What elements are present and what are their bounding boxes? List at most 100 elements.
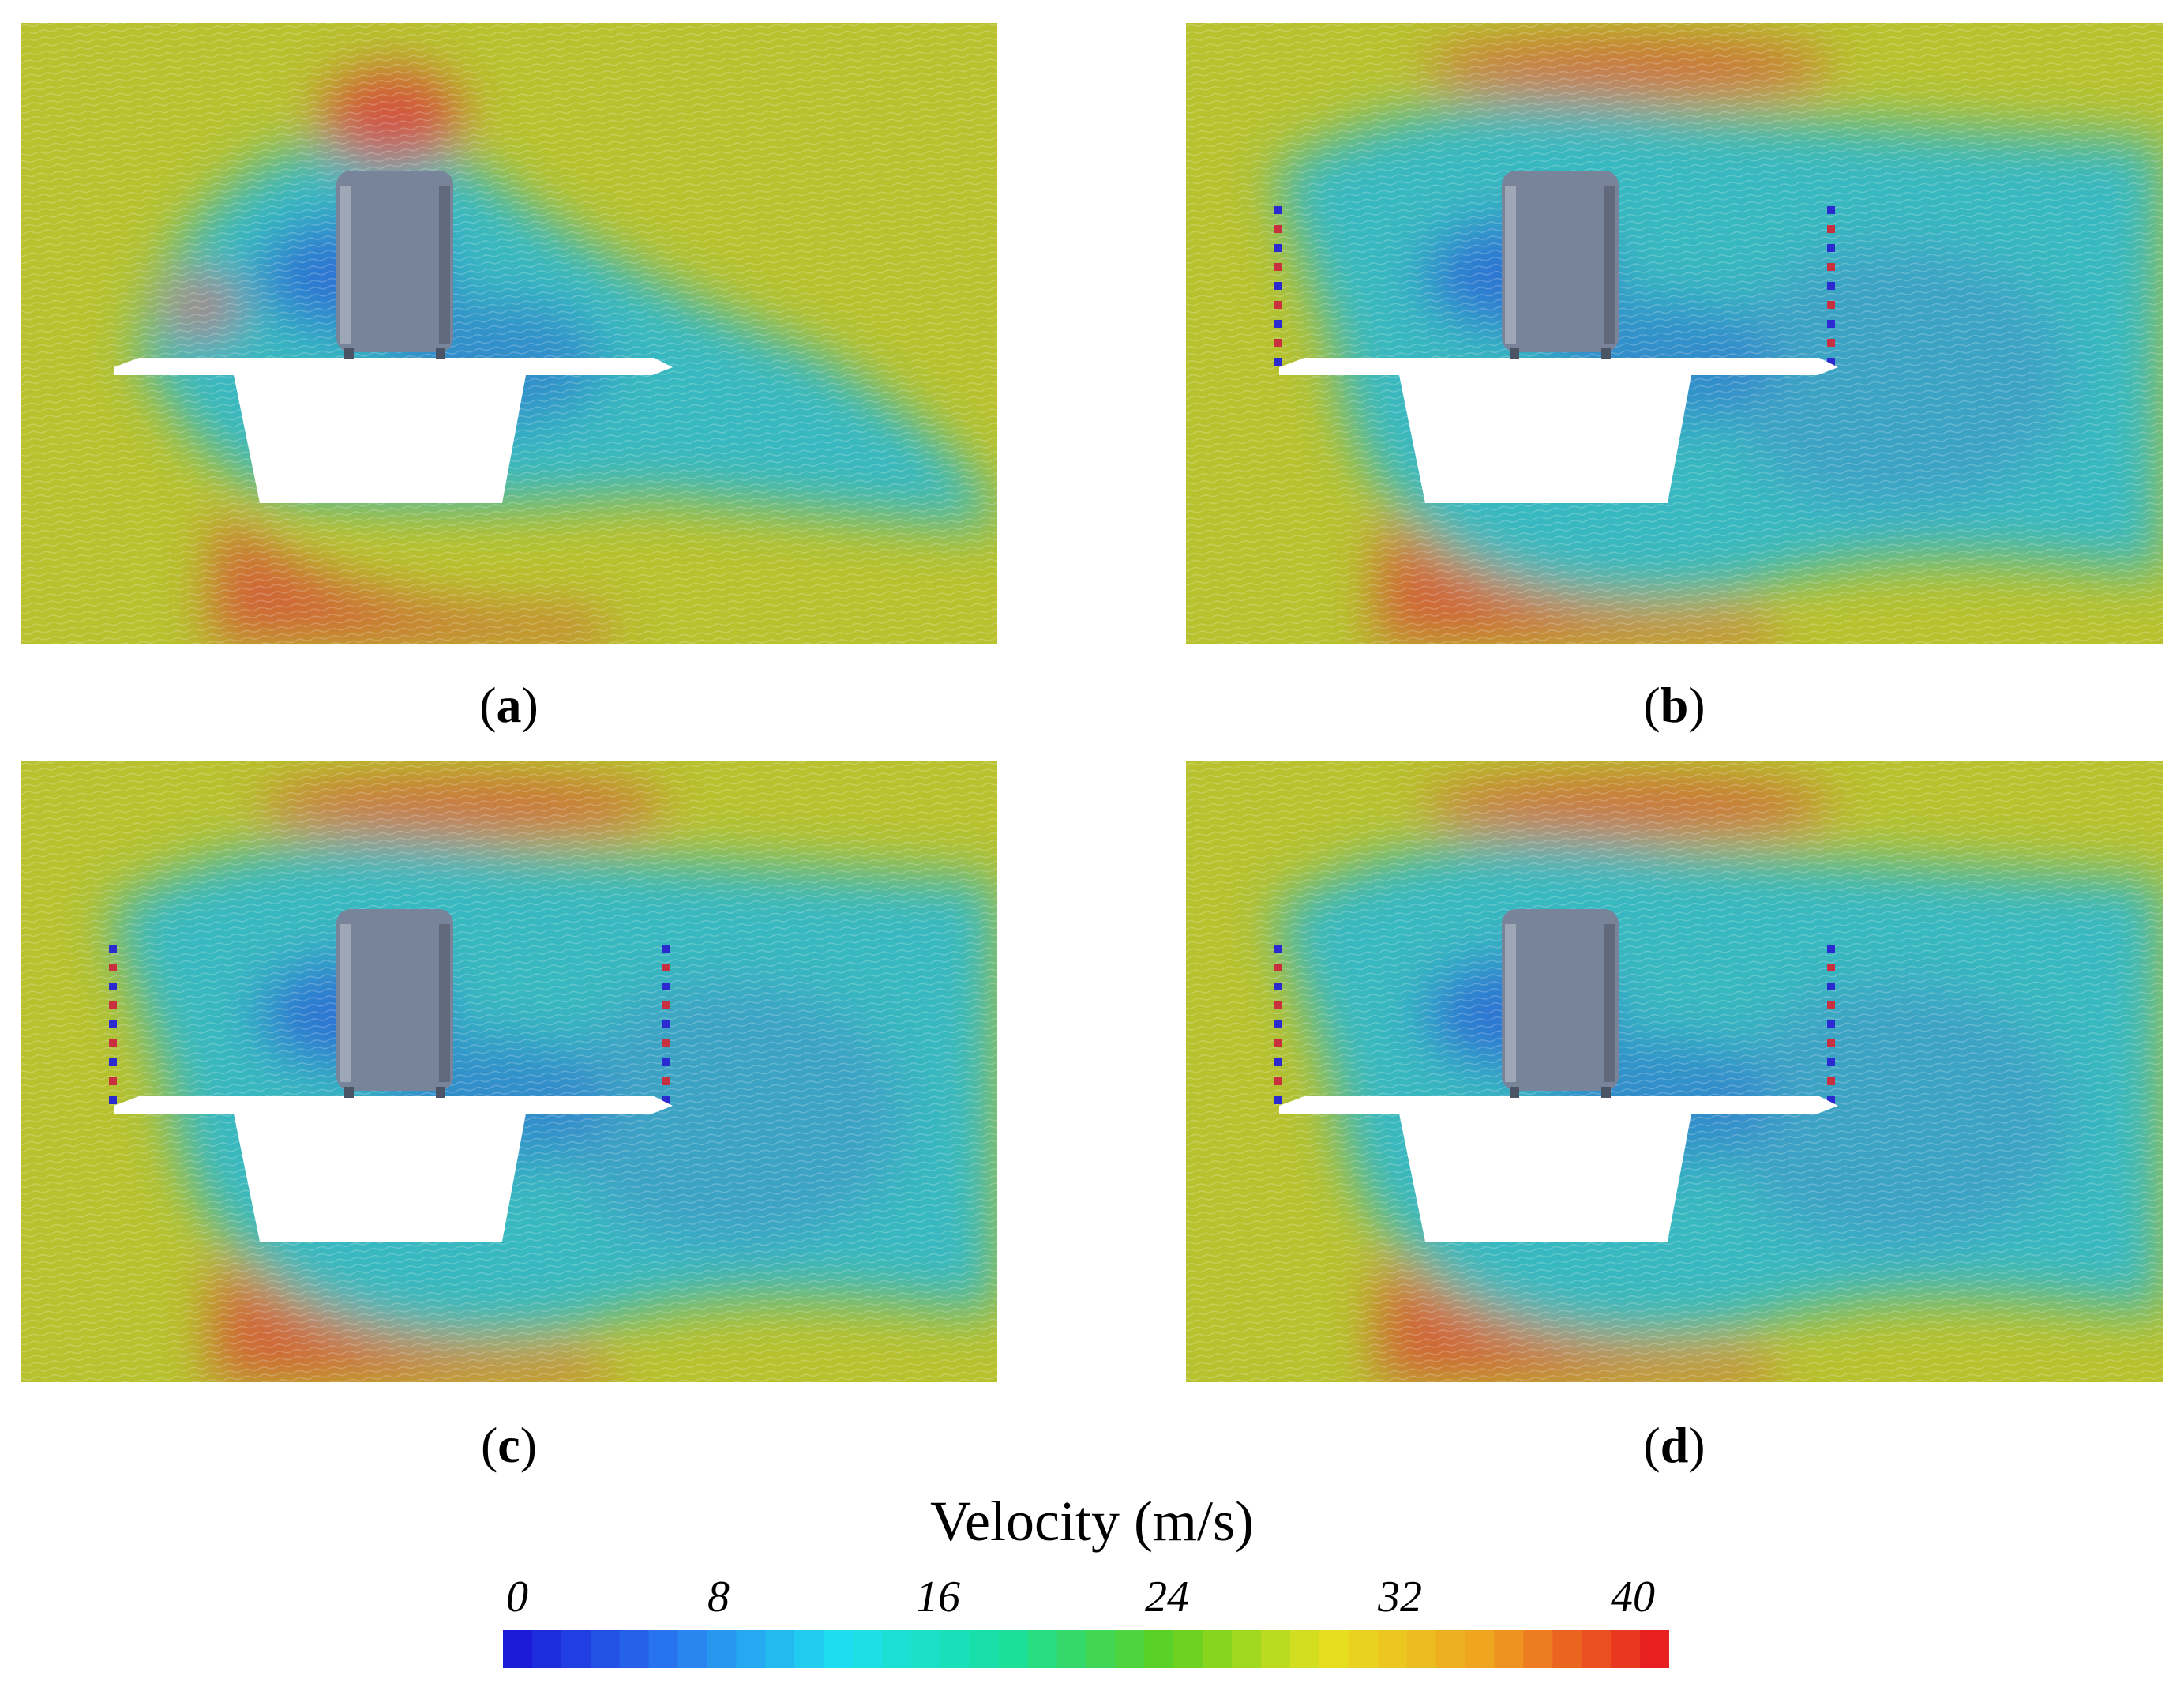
caption-d: (d): [1643, 1417, 1706, 1473]
wind-barrier-slat: [1827, 1039, 1835, 1047]
colorbar-segment: [1611, 1630, 1641, 1668]
wind-barrier-slat: [662, 1001, 670, 1009]
wind-barrier-slat: [662, 964, 670, 971]
wind-barrier-slat: [1827, 1001, 1835, 1009]
colorbar-segment: [765, 1630, 795, 1668]
wind-barrier-slat: [1274, 1077, 1282, 1085]
colorbar-segment: [910, 1630, 941, 1668]
colorbar-segment: [1406, 1630, 1437, 1668]
contour-panel-a: [21, 23, 997, 644]
wind-barrier-slat: [1827, 1096, 1835, 1104]
colorbar-segment: [940, 1630, 970, 1668]
colorbar-tick-24: 24: [1145, 1573, 1189, 1621]
colorbar-segment: [648, 1630, 679, 1668]
velocity-contour-d: [1186, 761, 2163, 1382]
wind-barrier-slat: [1827, 320, 1835, 328]
velocity-colorbar: [503, 1630, 1669, 1668]
contour-panel-c: [21, 761, 997, 1382]
wind-barrier-slat: [109, 1001, 117, 1009]
colorbar-segment: [1319, 1630, 1349, 1668]
colorbar-segment: [619, 1630, 650, 1668]
wind-barrier-slat: [109, 1096, 117, 1104]
wind-barrier-slat: [1827, 263, 1835, 271]
colorbar-segment: [1377, 1630, 1408, 1668]
colorbar-segment: [998, 1630, 1029, 1668]
colorbar-segment: [677, 1630, 708, 1668]
wind-barrier-slat: [1274, 225, 1282, 233]
wind-barrier-slat: [662, 945, 670, 953]
wind-barrier-slat: [1827, 225, 1835, 233]
wind-barrier-slat: [1827, 1077, 1835, 1085]
colorbar-tick-16: 16: [916, 1573, 960, 1621]
wind-barrier-slat: [1274, 244, 1282, 252]
colorbar-segment: [824, 1630, 854, 1668]
wind-barrier-slat: [1274, 1039, 1282, 1047]
wind-barrier-slat: [662, 1058, 670, 1066]
wind-barrier-slat: [1827, 1020, 1835, 1028]
caption-c: (c): [480, 1417, 538, 1473]
colorbar-segment: [1056, 1630, 1087, 1668]
wind-barrier-slat: [109, 945, 117, 953]
wind-barrier-slat: [1274, 301, 1282, 309]
colorbar-segment: [1348, 1630, 1379, 1668]
colorbar-tick-8: 8: [707, 1573, 730, 1621]
colorbar-segment: [1465, 1630, 1495, 1668]
colorbar-segment: [1582, 1630, 1612, 1668]
wind-barrier-slat: [1827, 244, 1835, 252]
wind-barrier-slat: [1827, 358, 1835, 366]
colorbar-segment: [503, 1630, 533, 1668]
colorbar-segment: [1027, 1630, 1058, 1668]
train-body: [1502, 171, 1619, 359]
wind-barrier-slat: [662, 1039, 670, 1047]
colorbar-segment: [531, 1630, 562, 1668]
colorbar-segment: [1086, 1630, 1116, 1668]
colorbar-tick-32: 32: [1378, 1573, 1422, 1621]
colorbar-segment: [882, 1630, 912, 1668]
train-body: [336, 909, 453, 1098]
bridge-deck: [114, 1096, 673, 1242]
velocity-contour-b: [1186, 23, 2163, 644]
colorbar-tick-40: 40: [1611, 1573, 1655, 1621]
colorbar-segment: [1144, 1630, 1174, 1668]
streamline-texture: [1186, 23, 2163, 644]
wind-barrier-slat: [1274, 282, 1282, 290]
wind-barrier-slat: [1274, 206, 1282, 214]
wind-barrier-slat: [1274, 263, 1282, 271]
wind-barrier-slat: [1827, 1058, 1835, 1066]
streamline-texture: [21, 23, 997, 644]
contour-panel-b: [1186, 23, 2163, 644]
wind-barrier-slat: [1274, 964, 1282, 971]
wind-barrier-slat: [662, 1020, 670, 1028]
colorbar-segment: [1203, 1630, 1233, 1668]
colorbar-tick-0: 0: [506, 1573, 528, 1621]
velocity-contour-c: [21, 761, 997, 1382]
wind-barrier-slat: [1274, 358, 1282, 366]
wind-barrier-slat: [109, 1058, 117, 1066]
wind-barrier-slat: [1274, 339, 1282, 347]
wind-barrier-slat: [1274, 1020, 1282, 1028]
wind-barrier-slat: [1274, 945, 1282, 953]
velocity-contour-a: [21, 23, 997, 644]
colorbar-segment: [1552, 1630, 1582, 1668]
wind-barrier-slat: [109, 964, 117, 971]
colorbar-segment: [590, 1630, 621, 1668]
wind-barrier-slat: [1827, 339, 1835, 347]
colorbar-title: Velocity (m/s): [930, 1490, 1254, 1553]
wind-barrier-slat: [1827, 301, 1835, 309]
contour-panel-d: [1186, 761, 2163, 1382]
wind-barrier-slat: [1827, 206, 1835, 214]
colorbar-segment: [1173, 1630, 1203, 1668]
wind-barrier-slat: [662, 983, 670, 990]
caption-b: (b): [1643, 677, 1706, 733]
streamline-texture: [21, 761, 997, 1382]
colorbar-segment: [1435, 1630, 1466, 1668]
wind-barrier-slat: [109, 1077, 117, 1085]
wind-barrier-slat: [1827, 983, 1835, 990]
streamline-texture: [1186, 761, 2163, 1382]
bridge-deck: [1279, 358, 1838, 503]
wind-barrier-slat: [1274, 320, 1282, 328]
colorbar-segment: [707, 1630, 737, 1668]
wind-barrier-slat: [1827, 282, 1835, 290]
wind-barrier-slat: [662, 1077, 670, 1085]
colorbar-segment: [1640, 1630, 1669, 1668]
